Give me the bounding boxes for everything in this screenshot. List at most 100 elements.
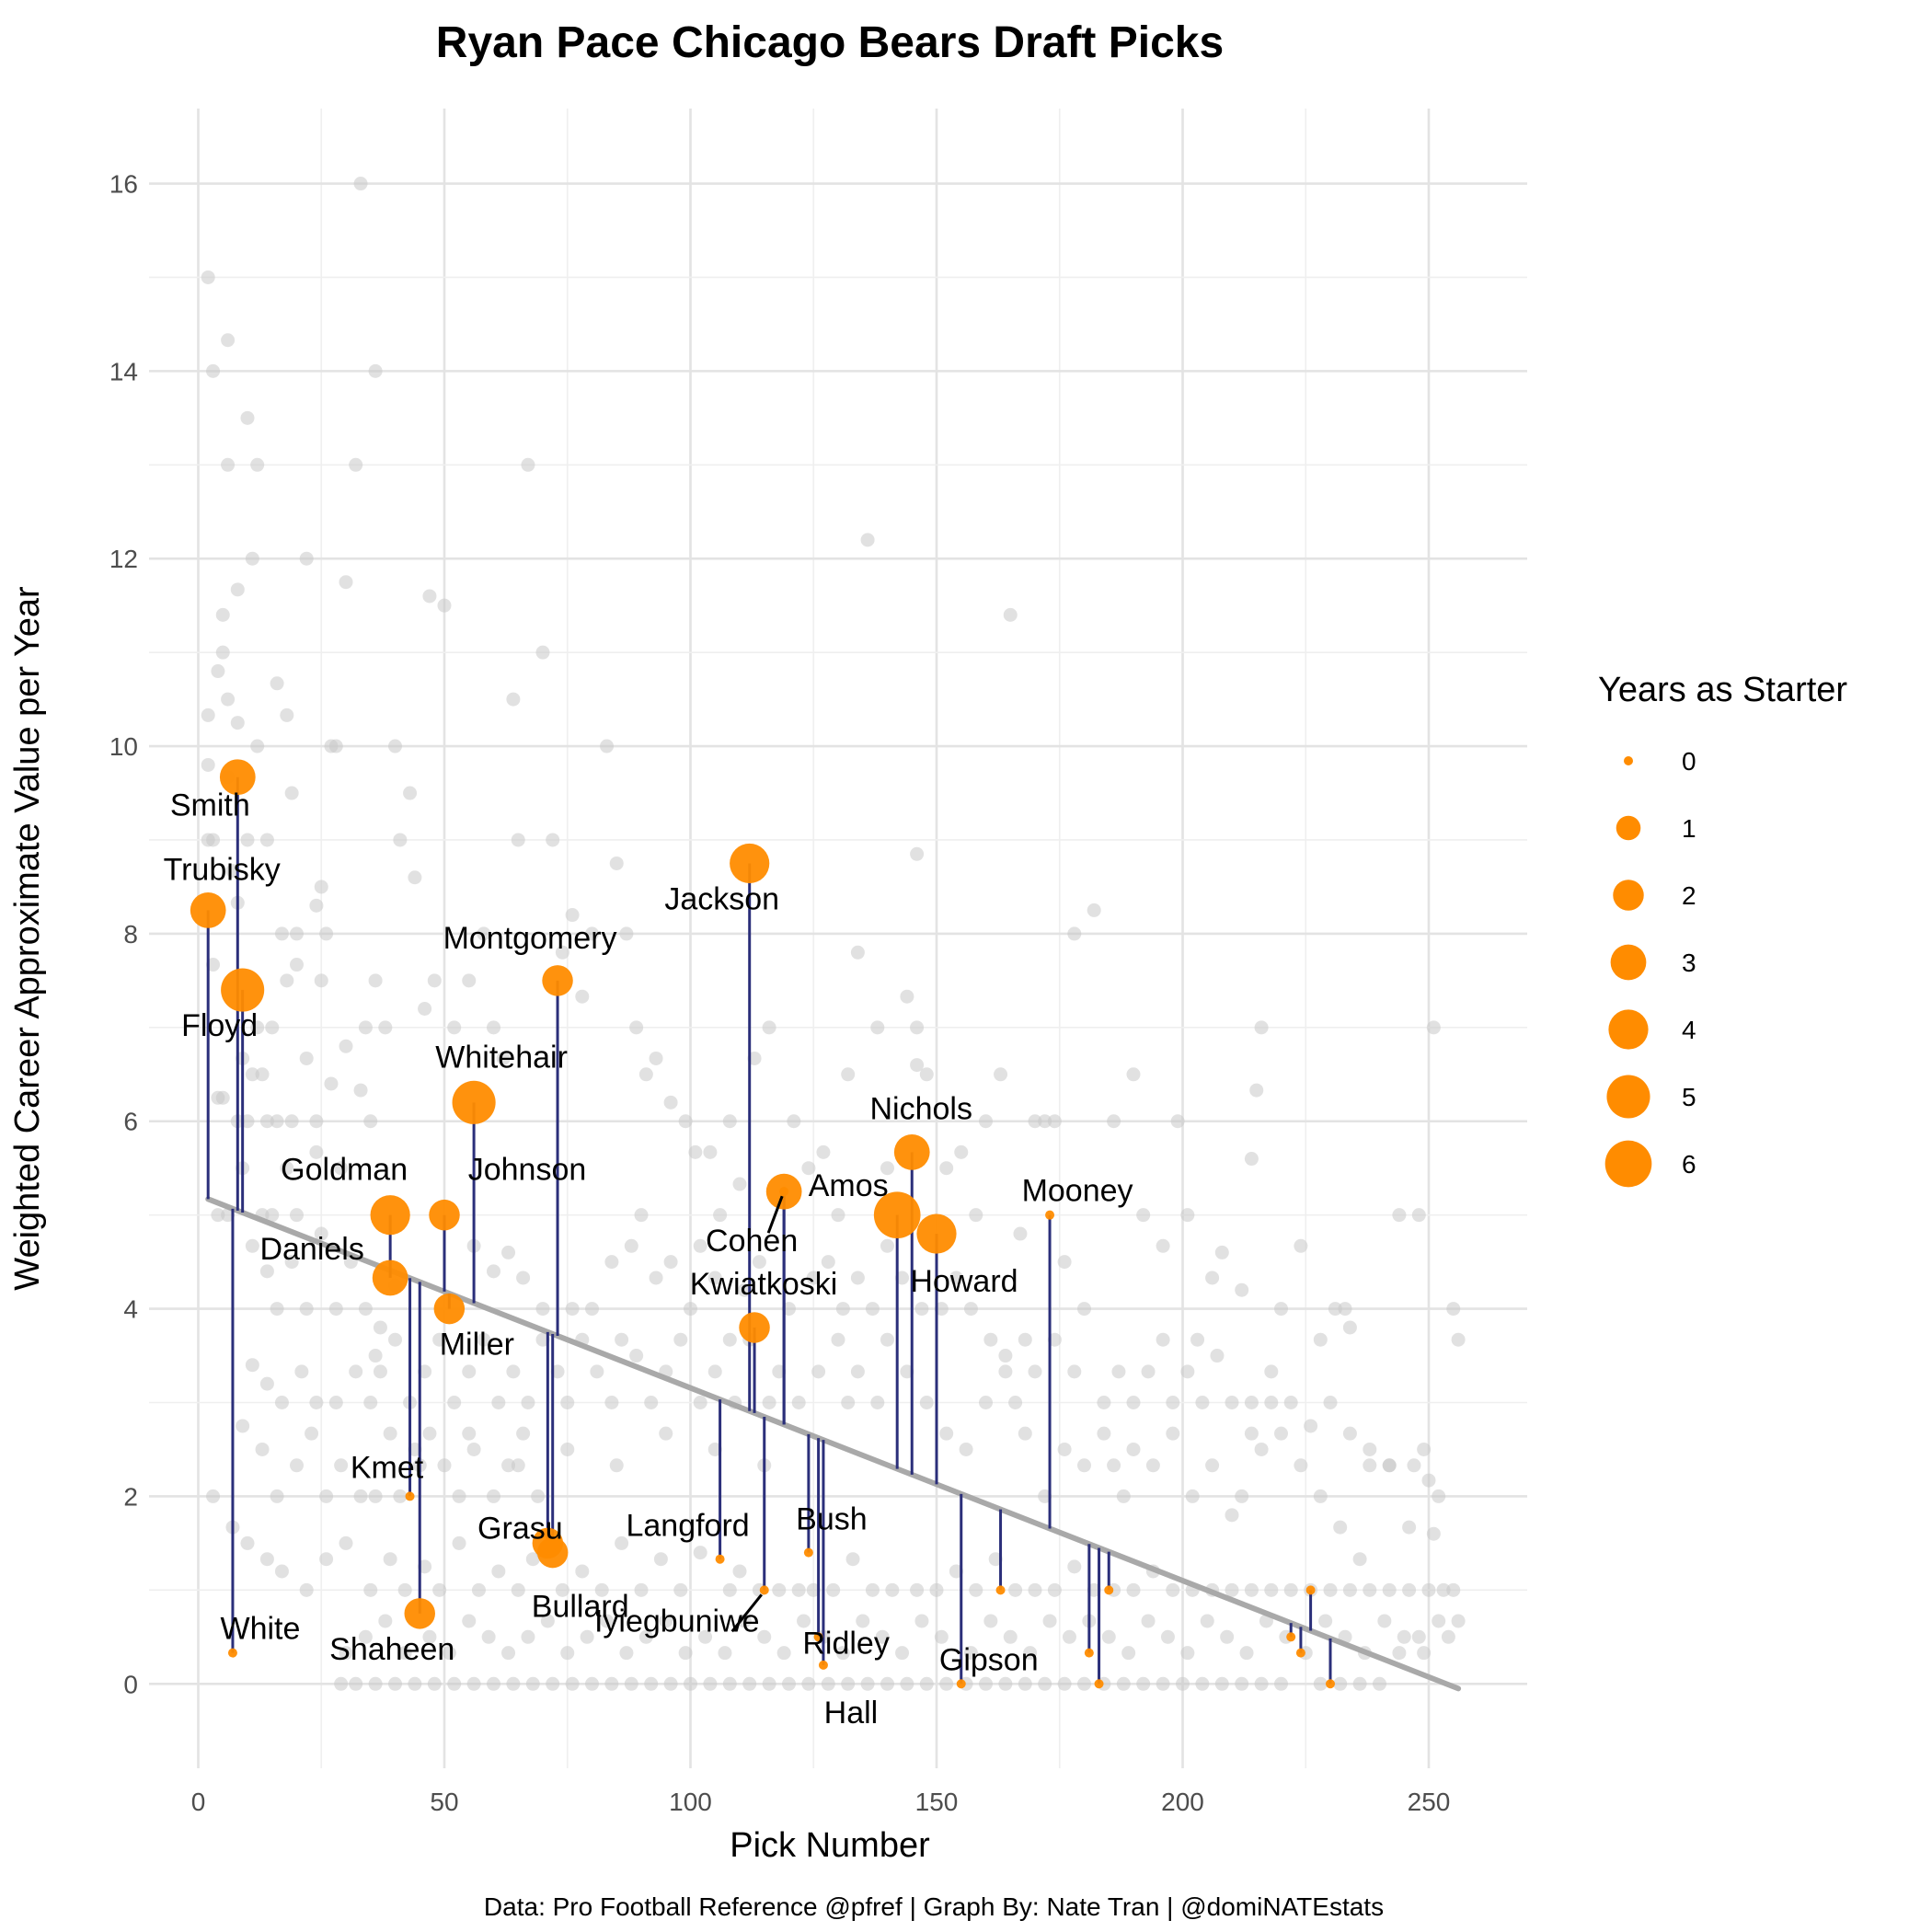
background-point	[1342, 1582, 1357, 1597]
chart-title: Ryan Pace Chicago Bears Draft Picks	[436, 18, 1224, 67]
background-point	[368, 973, 383, 988]
background-point	[949, 1564, 963, 1579]
background-point	[845, 1552, 860, 1567]
background-point	[1274, 1426, 1288, 1441]
background-point	[565, 908, 580, 923]
background-point	[831, 1208, 845, 1223]
background-point	[880, 1238, 894, 1253]
background-point	[732, 1177, 747, 1191]
background-point	[427, 973, 442, 988]
background-point	[560, 1646, 575, 1661]
background-point	[309, 1396, 324, 1410]
background-point	[259, 1114, 274, 1129]
background-point	[201, 757, 215, 772]
background-point	[835, 1302, 850, 1317]
background-point	[1180, 1364, 1195, 1379]
background-point	[850, 1364, 865, 1379]
highlight-point	[956, 1679, 966, 1689]
background-point	[1156, 1238, 1170, 1253]
highlight-point	[1295, 1648, 1305, 1658]
background-point	[762, 1020, 776, 1035]
background-point	[1426, 1526, 1441, 1541]
background-point	[1107, 1458, 1121, 1473]
background-point	[221, 333, 236, 348]
background-point	[1451, 1614, 1466, 1628]
background-point	[929, 1582, 944, 1597]
background-point	[250, 739, 265, 753]
legend-key	[1624, 756, 1633, 765]
background-point	[546, 833, 560, 847]
background-point	[1166, 1396, 1180, 1410]
background-point	[1160, 1629, 1175, 1644]
background-point	[259, 1376, 274, 1391]
background-point	[693, 1238, 707, 1253]
background-point	[998, 1364, 1013, 1379]
pick-label: Amos	[809, 1168, 889, 1203]
pick-label: Cohen	[706, 1224, 798, 1259]
background-point	[447, 1396, 462, 1410]
background-point	[565, 1676, 580, 1691]
background-point	[540, 1614, 555, 1628]
background-point	[998, 1676, 1013, 1691]
background-point	[240, 1535, 255, 1550]
background-point	[604, 1676, 619, 1691]
background-point	[1047, 1332, 1062, 1347]
background-point	[1264, 1582, 1279, 1597]
background-point	[895, 1271, 910, 1285]
background-point	[963, 1302, 978, 1317]
x-axis-title: Pick Number	[730, 1826, 930, 1865]
background-point	[328, 1396, 343, 1410]
background-point	[954, 1144, 969, 1159]
background-point	[565, 1302, 580, 1317]
x-tick-label: 100	[669, 1788, 712, 1816]
background-point	[663, 1676, 678, 1691]
background-point	[240, 410, 255, 425]
background-point	[1121, 1646, 1136, 1661]
background-point	[1352, 1676, 1367, 1691]
background-point	[1417, 1646, 1432, 1661]
background-point	[1421, 1473, 1436, 1488]
background-point	[511, 1458, 525, 1473]
background-point	[1013, 1226, 1028, 1241]
background-point	[1087, 903, 1101, 917]
background-point	[290, 1208, 304, 1223]
background-point	[319, 926, 334, 941]
background-point	[1220, 1629, 1235, 1644]
highlight-point	[405, 1491, 415, 1501]
background-point	[1018, 1332, 1032, 1347]
background-point	[215, 607, 230, 622]
background-point	[206, 833, 221, 847]
background-point	[506, 692, 521, 707]
background-point	[1392, 1208, 1407, 1223]
background-point	[659, 1426, 673, 1441]
background-point	[521, 1396, 535, 1410]
pick-label: Daniels	[259, 1232, 363, 1267]
background-point	[1249, 1083, 1264, 1098]
background-point	[393, 1489, 408, 1503]
background-point	[270, 1302, 284, 1317]
highlight-point	[1305, 1585, 1316, 1595]
background-point	[1313, 1676, 1328, 1691]
legend-key	[1606, 1075, 1650, 1119]
background-point	[1003, 1629, 1018, 1644]
background-point	[1156, 1332, 1170, 1347]
background-point	[841, 1676, 856, 1691]
background-point	[240, 1114, 255, 1129]
background-point	[1235, 1676, 1249, 1691]
pick-label: Whitehair	[435, 1040, 568, 1075]
y-tick-label: 0	[123, 1670, 138, 1698]
background-point	[1200, 1614, 1214, 1628]
background-point	[722, 1582, 737, 1597]
background-point	[1244, 1582, 1259, 1597]
pick-label: Langford	[626, 1509, 749, 1544]
background-point	[1254, 1442, 1269, 1456]
background-point	[1342, 1320, 1357, 1335]
background-point	[221, 1208, 236, 1223]
background-point	[919, 1396, 934, 1410]
background-point	[791, 1396, 806, 1410]
background-point	[299, 1302, 314, 1317]
background-point	[1225, 1396, 1239, 1410]
background-point	[353, 1083, 368, 1098]
background-point	[368, 1349, 383, 1363]
background-point	[983, 1332, 998, 1347]
